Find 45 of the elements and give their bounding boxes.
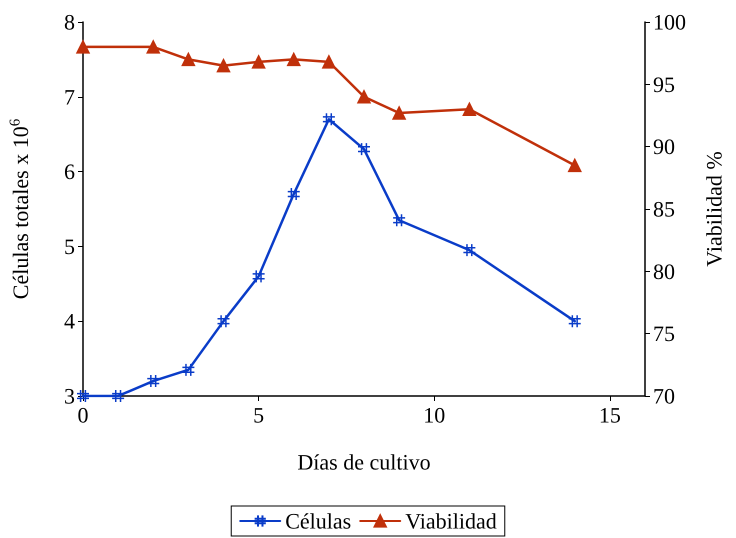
point — [146, 374, 160, 388]
point — [287, 52, 300, 66]
y2-tick-label: 85 — [653, 196, 675, 222]
y-tick-label: 3 — [64, 384, 75, 408]
y2-tick-label: 75 — [653, 321, 675, 346]
x-tick-label: 5 — [253, 402, 264, 428]
y-tick-label: 4 — [64, 308, 75, 334]
x-tick-label: 10 — [423, 402, 446, 428]
point — [216, 58, 230, 72]
point — [392, 106, 406, 120]
point — [252, 55, 266, 69]
point — [322, 112, 336, 126]
y-tick-label: 5 — [64, 234, 75, 259]
x-tick-label: 0 — [78, 402, 88, 428]
point — [357, 142, 371, 156]
point — [287, 187, 300, 201]
point — [146, 40, 160, 54]
point — [568, 158, 582, 172]
legend-label: Viabilidad — [405, 508, 497, 534]
point — [182, 363, 196, 377]
point — [76, 40, 90, 54]
y2-tick-label: 70 — [653, 384, 675, 408]
point — [357, 90, 371, 104]
legend-label: Células — [285, 508, 352, 534]
x-tick-label: 15 — [598, 402, 621, 428]
point — [252, 270, 266, 284]
point — [462, 243, 476, 257]
point — [568, 314, 582, 328]
y2-tick-label: 80 — [653, 258, 675, 284]
point — [322, 55, 336, 69]
point — [182, 52, 196, 66]
y2-tick-label: 90 — [653, 134, 675, 160]
point — [216, 314, 230, 328]
y-axis-title: Células totales x 106 — [8, 118, 33, 300]
y-tick-label: 7 — [64, 84, 75, 110]
point — [392, 213, 406, 227]
point — [462, 102, 476, 116]
point — [76, 389, 90, 403]
y-tick-label: 8 — [64, 10, 75, 34]
y-tick-label: 6 — [64, 159, 75, 184]
point — [111, 389, 125, 403]
x-axis-title: Días de cultivo — [297, 450, 431, 474]
y2-axis-title: Viabilidad % — [702, 151, 726, 267]
y2-tick-label: 95 — [653, 72, 675, 97]
y2-tick-label: 100 — [653, 10, 686, 34]
